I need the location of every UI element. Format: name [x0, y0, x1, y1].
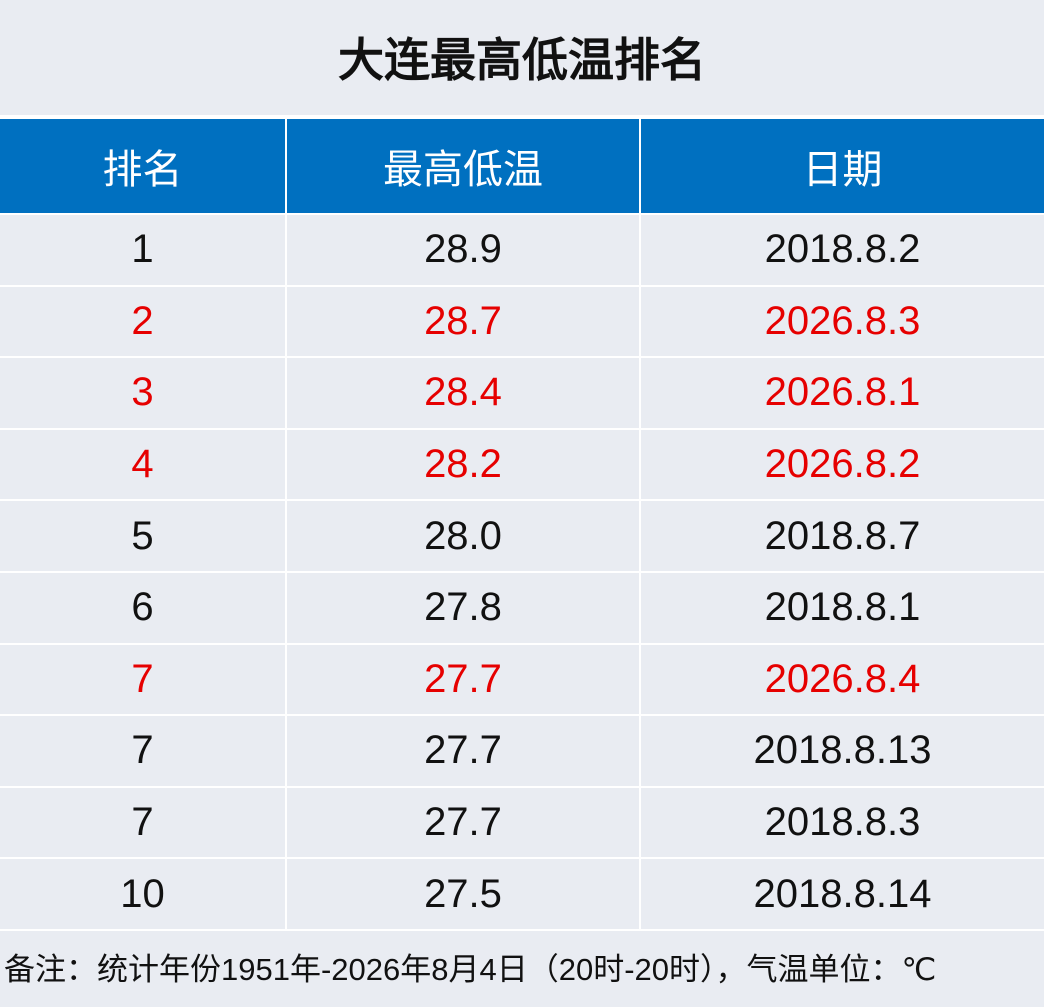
- footnote: 备注：统计年份1951年-2026年8月4日（20时-20时），气温单位：℃: [4, 952, 937, 987]
- table-cell: 5: [0, 499, 287, 573]
- table-cell: 7: [0, 785, 287, 860]
- table-cell: 28.0: [285, 499, 641, 573]
- table-cell: 27.5: [285, 857, 641, 931]
- table-row: 10 27.5 2018.8.14: [0, 857, 1044, 931]
- table-row: 6 27.8 2018.8.1: [0, 570, 1044, 645]
- table-cell: 2018.8.2: [639, 213, 1044, 287]
- table-cell: 2026.8.4: [639, 642, 1044, 717]
- table-row: 5 28.0 2018.8.7: [0, 499, 1044, 573]
- table-row: 3 28.4 2026.8.1: [0, 356, 1044, 430]
- header-cell: 最高低温: [285, 117, 641, 215]
- table-cell: 7: [0, 714, 287, 788]
- table-cell: 2018.8.13: [639, 714, 1044, 788]
- table-cell: 28.4: [285, 356, 641, 430]
- header-cell: 日期: [639, 117, 1044, 215]
- header-row: 排名 最高低温 日期: [0, 117, 1044, 215]
- table-cell: 27.7: [285, 642, 641, 717]
- table-cell: 28.7: [285, 284, 641, 359]
- table-cell: 27.8: [285, 570, 641, 645]
- table-cell: 2018.8.7: [639, 499, 1044, 573]
- table-cell: 1: [0, 213, 287, 287]
- table-body: 1 28.9 2018.8.2 2 28.7 2026.8.3 3 28.4 2026.8.1 4…: [0, 213, 1044, 931]
- table-cell: 28.2: [285, 427, 641, 502]
- table-row: 7 27.7 2026.8.4: [0, 642, 1044, 717]
- ranking-table: 排名 最高低温 日期 1 28.9 2018.8.2 2 28.7 2026.8.3 3 28.4…: [0, 117, 1044, 931]
- table-cell: 6: [0, 570, 287, 645]
- table-cell: 2018.8.14: [639, 857, 1044, 931]
- table-row: 7 27.7 2018.8.13: [0, 714, 1044, 788]
- table-row: 4 28.2 2026.8.2: [0, 427, 1044, 502]
- table-cell: 27.7: [285, 785, 641, 860]
- header-cell: 排名: [0, 117, 287, 215]
- table-cell: 3: [0, 356, 287, 430]
- table-cell: 7: [0, 642, 287, 717]
- table-cell: 4: [0, 427, 287, 502]
- table-row: 2 28.7 2026.8.3: [0, 284, 1044, 359]
- table-cell: 27.7: [285, 714, 641, 788]
- table-cell: 2026.8.2: [639, 427, 1044, 502]
- table-cell: 2026.8.3: [639, 284, 1044, 359]
- table-cell: 28.9: [285, 213, 641, 287]
- table-title: 大连最高低温排名: [0, 0, 1044, 117]
- table-cell: 2026.8.1: [639, 356, 1044, 430]
- table-cell: 2: [0, 284, 287, 359]
- table-cell: 2018.8.3: [639, 785, 1044, 860]
- table-cell: 2018.8.1: [639, 570, 1044, 645]
- table-row: 7 27.7 2018.8.3: [0, 785, 1044, 860]
- table-row: 1 28.9 2018.8.2: [0, 213, 1044, 287]
- table-cell: 10: [0, 857, 287, 931]
